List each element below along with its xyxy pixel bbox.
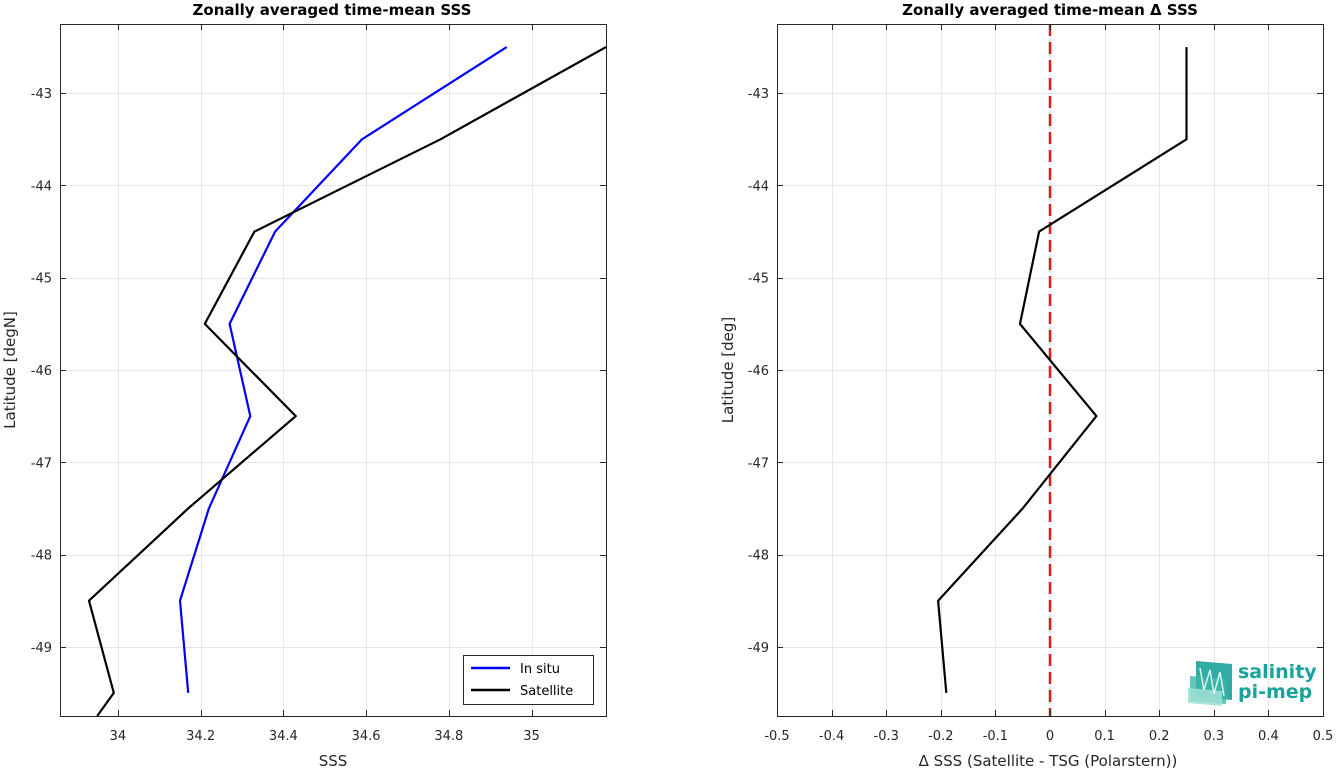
y-tick-label: -48 xyxy=(31,549,52,564)
series-line-satellite xyxy=(87,46,607,717)
chart-title: Zonally averaged time-mean Δ SSS xyxy=(902,1,1198,19)
y-tick-label: -46 xyxy=(31,364,52,379)
x-tick-label: 0.2 xyxy=(1149,729,1170,744)
y-tick-label: -49 xyxy=(748,641,769,656)
delta-sss-panel: Zonally averaged time-mean Δ SSS -0.5 -0.… xyxy=(719,1,1333,769)
x-tick-label: -0.4 xyxy=(819,729,844,744)
legend: In situ Satellite xyxy=(463,655,594,705)
x-tick-label: -0.5 xyxy=(764,729,789,744)
x-tick-label: 0.4 xyxy=(1258,729,1279,744)
y-tick-label: -48 xyxy=(748,549,769,564)
logo-mark-icon xyxy=(1188,661,1232,706)
x-tick-label: 34.4 xyxy=(269,729,298,744)
x-axis-label: SSS xyxy=(319,752,348,769)
y-tick-label: -43 xyxy=(748,87,769,102)
legend-label-satellite: Satellite xyxy=(520,684,573,699)
x-tick-label: 35 xyxy=(523,729,540,744)
y-tick-label: -43 xyxy=(31,87,52,102)
x-tick-label: 34.6 xyxy=(352,729,381,744)
y-tick-label: -45 xyxy=(748,272,769,287)
y-axis-label: Latitude [deg] xyxy=(719,317,737,423)
series-line-in-situ xyxy=(178,46,508,693)
x-tick-label: 0.5 xyxy=(1313,729,1334,744)
x-tick-label: 34 xyxy=(110,729,127,744)
x-tick-label: -0.2 xyxy=(928,729,953,744)
x-axis-label: Δ SSS (Satellite - TSG (Polarstern)) xyxy=(919,752,1178,769)
y-tick-label: -44 xyxy=(31,179,52,194)
chart-title: Zonally averaged time-mean SSS xyxy=(193,1,472,19)
legend-label-in-situ: In situ xyxy=(520,662,560,677)
x-tick-label: 0 xyxy=(1046,729,1054,744)
x-tick-label: 34.8 xyxy=(434,729,463,744)
y-tick-label: -49 xyxy=(31,641,52,656)
x-tick-label: -0.1 xyxy=(983,729,1008,744)
logo-text-line2: pi-mep xyxy=(1238,681,1312,703)
series-line-delta-sss xyxy=(936,47,1188,693)
salinity-pi-mep-logo: salinity pi-mep xyxy=(1188,661,1317,706)
y-tick-label: -44 xyxy=(748,179,769,194)
legend-box xyxy=(463,655,594,705)
sss-panel: Zonally averaged time-mean SSS 34 34.2 34.… xyxy=(1,1,607,769)
y-axis-label: Latitude [degN] xyxy=(1,311,19,429)
y-tick-label: -47 xyxy=(748,456,769,471)
y-tick-label: -45 xyxy=(31,272,52,287)
logo-text-line1: salinity xyxy=(1238,661,1317,683)
y-tick-label: -47 xyxy=(31,456,52,471)
x-tick-label: 34.2 xyxy=(186,729,215,744)
x-tick-label: 0.3 xyxy=(1203,729,1224,744)
y-tick-label: -46 xyxy=(748,364,769,379)
x-tick-label: 0.1 xyxy=(1094,729,1115,744)
x-tick-label: -0.3 xyxy=(874,729,899,744)
grid xyxy=(60,24,606,716)
